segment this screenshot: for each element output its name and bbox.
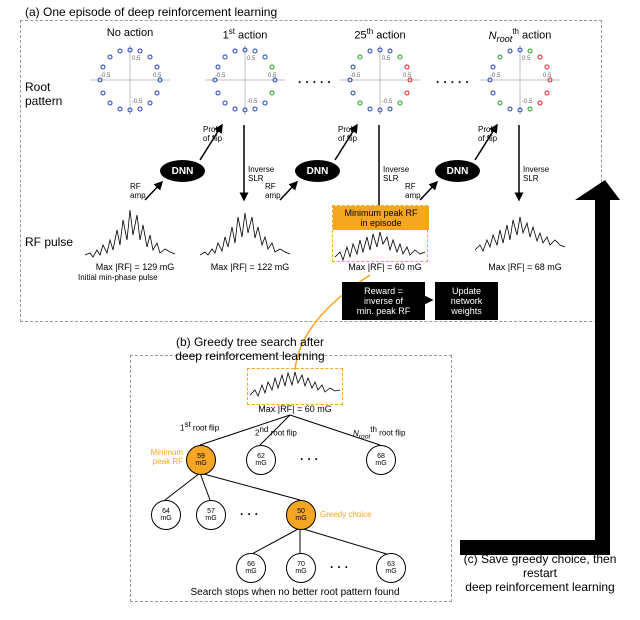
rf-pulse-label: RF pulse [25, 235, 73, 249]
action-label-0: No action [80, 27, 180, 39]
dnn-1: DNN [160, 160, 205, 182]
dnn-2: DNN [295, 160, 340, 182]
max-rf-0: Max |RF| = 129 mG [85, 262, 185, 272]
panel-c-label: (c) Save greedy choice, then restartdeep… [455, 552, 625, 594]
flip-label-3: Nrootth root flip [353, 425, 405, 440]
tree-dots-l3: · · · [330, 560, 349, 574]
inv-slr-1: InverseSLR [248, 165, 274, 183]
stop-label: Search stops when no better root pattern… [170, 587, 420, 598]
prob-label-1: Prob.of flip [203, 125, 222, 143]
tree-node-l1-2: 68mG [366, 445, 396, 475]
svg-text:-0.5: -0.5 [215, 73, 226, 79]
tree-node-l3-2: 63mG [376, 553, 406, 583]
flip-label-1: 1st root flip [180, 420, 219, 433]
highlight-label: Minimum peak RFin episode [333, 206, 429, 230]
inv-slr-2: InverseSLR [383, 165, 409, 183]
min-peak-label: Minimumpeak RF [138, 448, 183, 466]
tree-node-l3-0: 66mG [236, 553, 266, 583]
svg-text:-0.5: -0.5 [247, 99, 258, 105]
initial-label: Initial min-phase pulse [78, 273, 158, 282]
tree-dots-l2: · · · [240, 507, 259, 521]
rf-amp-3: RFamp. [405, 182, 423, 200]
rf-amp-2: RFamp. [265, 182, 283, 200]
rf-pulse-1 [200, 205, 290, 260]
svg-text:-0.5: -0.5 [132, 99, 143, 105]
figure-container: (a) One episode of deep reinforcement le… [0, 0, 640, 620]
svg-text:-0.5: -0.5 [100, 73, 111, 79]
tree-node-l1-0: 59mG [186, 445, 216, 475]
prob-label-2: Prob.of flip [338, 125, 357, 143]
tree-node-l1-1: 62mG [246, 445, 276, 475]
flip-label-2: 2nd root flip [255, 425, 297, 438]
svg-text:0.5: 0.5 [132, 56, 141, 62]
max-rf-1: Max |RF| = 122 mG [200, 262, 300, 272]
dots-1: · · · · · [298, 75, 331, 89]
action-label-3: Nrootth action [470, 27, 570, 44]
greedy-choice-label: Greedy choice [320, 510, 372, 519]
panel-a-title: (a) One episode of deep reinforcement le… [22, 5, 280, 19]
rf-pulse-0 [85, 205, 175, 260]
tree-dots-l1: · · · [300, 452, 319, 466]
root-pattern-1: 0.5-0.5 0.5-0.5 [200, 45, 290, 115]
dnn-3: DNN [435, 160, 480, 182]
action-label-1: 1st action [195, 27, 295, 42]
svg-text:-0.5: -0.5 [350, 73, 361, 79]
reward-box: Reward =inverse ofmin. peak RF [342, 282, 425, 320]
root-pattern-0: 0.5-0.5 0.5-0.5 [85, 45, 175, 115]
svg-text:0.5: 0.5 [247, 56, 256, 62]
prob-label-3: Prob.of flip [478, 125, 497, 143]
root-pattern-3: 0.5-0.5 0.5-0.5 [475, 45, 565, 115]
root-pattern-label: Rootpattern [25, 80, 62, 108]
svg-text:-0.5: -0.5 [382, 99, 393, 105]
svg-text:-0.5: -0.5 [522, 99, 533, 105]
svg-text:-0.5: -0.5 [490, 73, 501, 79]
max-rf-2: Max |RF| = 60 mG [335, 262, 435, 272]
dots-2: · · · · · [436, 75, 469, 89]
action-label-2: 25th action [330, 27, 430, 42]
rf-amp-1: RFamp. [130, 182, 148, 200]
svg-text:0.5: 0.5 [382, 56, 391, 62]
tree-node-l2-0: 64mG [151, 500, 181, 530]
tree-node-l2-2: 50mG [286, 500, 316, 530]
feedback-arrow [455, 180, 625, 550]
svg-text:0.5: 0.5 [522, 56, 531, 62]
tree-node-l3-1: 70mG [286, 553, 316, 583]
root-pattern-2: 0.5-0.5 0.5-0.5 [335, 45, 425, 115]
tree-node-l2-1: 57mG [196, 500, 226, 530]
